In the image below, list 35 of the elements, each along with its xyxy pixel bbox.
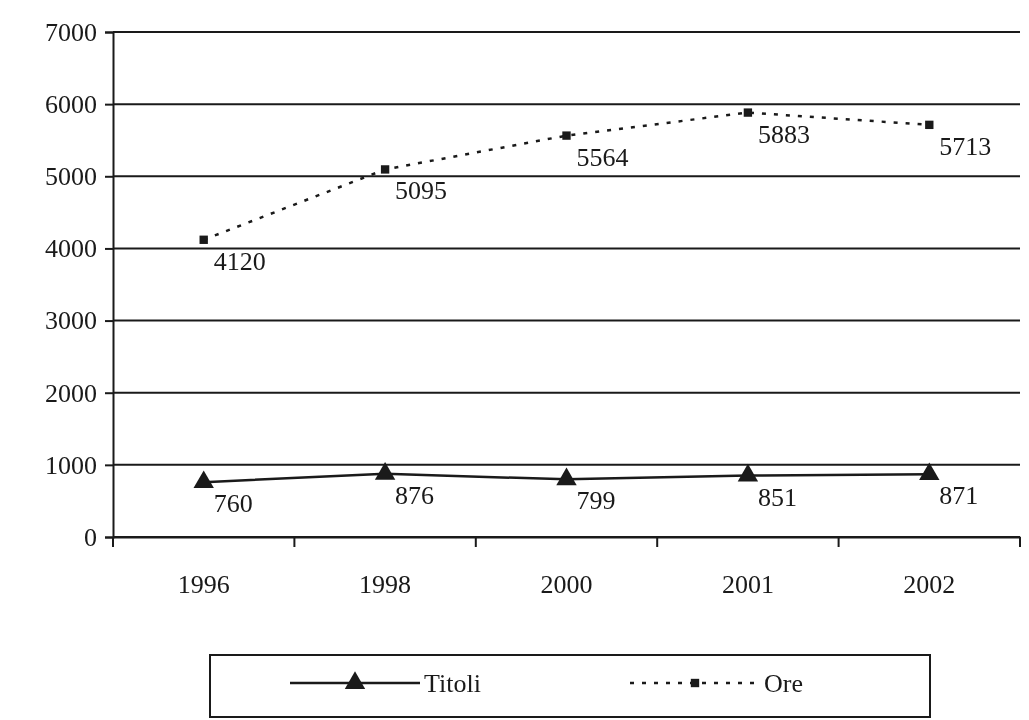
data-label: 5713 xyxy=(939,131,992,161)
y-tick-label: 6000 xyxy=(45,89,97,119)
data-label: 851 xyxy=(757,482,797,512)
legend-label: Titoli xyxy=(424,669,481,698)
y-tick-label: 2000 xyxy=(45,378,97,408)
legend-label: Ore xyxy=(764,669,803,698)
point xyxy=(199,235,208,244)
x-tick-label: 2001 xyxy=(721,570,774,600)
y-tick-label: 0 xyxy=(84,522,97,552)
data-label: 876 xyxy=(395,480,435,510)
data-label: 5564 xyxy=(576,142,629,172)
point xyxy=(737,463,759,482)
y-tick-label: 5000 xyxy=(45,162,97,192)
point xyxy=(925,120,934,130)
data-label: 5095 xyxy=(395,176,448,206)
data-label: 4120 xyxy=(213,246,266,276)
point xyxy=(193,470,214,489)
y-tick-label: 4000 xyxy=(45,234,97,264)
data-label: 5883 xyxy=(757,119,810,149)
point xyxy=(743,108,753,117)
y-tick-label: 3000 xyxy=(45,306,97,336)
point xyxy=(380,165,390,174)
point xyxy=(374,462,396,480)
data-label: 871 xyxy=(939,481,979,511)
data-label: 760 xyxy=(213,489,253,519)
x-tick-label: 1998 xyxy=(359,570,412,600)
point xyxy=(562,131,571,140)
data-label: 799 xyxy=(576,486,616,516)
y-tick-label: 7000 xyxy=(45,17,97,47)
point xyxy=(919,462,940,481)
x-tick-label: 2002 xyxy=(903,570,956,600)
x-tick-label: 2000 xyxy=(540,570,593,600)
x-tick-label: 1996 xyxy=(177,570,230,600)
y-tick-label: 1000 xyxy=(45,450,97,480)
point xyxy=(556,467,577,486)
